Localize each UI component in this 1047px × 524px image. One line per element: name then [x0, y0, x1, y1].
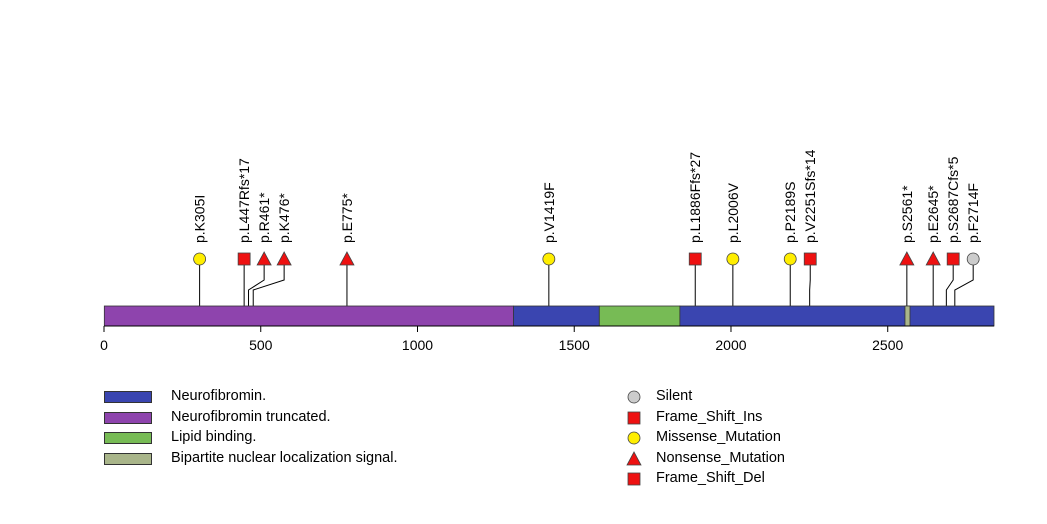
mutation-legend-item: Frame_Shift_Ins: [626, 408, 866, 426]
mutation-legend-item: Nonsense_Mutation: [626, 449, 866, 467]
triangle-symbol: [626, 450, 642, 465]
square-symbol: [627, 411, 641, 424]
marker-0: [193, 252, 207, 266]
marker-7: [726, 252, 740, 266]
mutation-legend-symbol: [627, 390, 641, 404]
mutation-legend-item: Frame_Shift_Del: [626, 470, 866, 487]
stem-13: [954, 259, 974, 306]
domain-1: [513, 305, 600, 327]
marker-4: [339, 251, 355, 266]
marker-12: [946, 252, 960, 266]
mutation-label-12: p.S2687Cfs*5: [945, 156, 961, 243]
marker-10: [899, 251, 915, 266]
mutation-label-10: p.S2561*: [899, 185, 915, 243]
mutation-label-4: p.E775*: [339, 193, 355, 243]
lollipop-plot: 0 500 1000 1500 2000 2500 p.K305I p.L447Rfs*17…: [100, 149, 995, 353]
mutation-label-13: p.F2714F: [965, 183, 981, 243]
mutation-labels: p.K305I p.L447Rfs*17 p.R461* p.K476* p.E775*…: [192, 149, 982, 243]
marker-6: [688, 252, 702, 266]
mutation-stems: [199, 259, 974, 306]
stem-9: [809, 259, 811, 306]
x-tick-label-2500: 2500: [872, 337, 903, 353]
mutation-label-3: p.K476*: [276, 193, 292, 243]
mutation-legend-label: Silent: [656, 388, 693, 404]
square-symbol: [627, 472, 641, 486]
stem-3: [252, 259, 285, 306]
domain-legend-label: Neurofibromin.: [171, 388, 267, 404]
mutation-label-9: p.V2251Sfs*14: [802, 149, 818, 243]
marker-1: [237, 252, 251, 266]
x-tick-label-0: 0: [100, 337, 108, 353]
mutation-legend-symbol: [627, 411, 641, 424]
marker-3: [276, 251, 292, 266]
domain-legend-swatch: [104, 391, 152, 403]
mutation-legend-symbol: [626, 450, 642, 465]
marker-2: [256, 251, 272, 266]
mutation-legend-item: Silent: [626, 388, 866, 405]
mutation-legend-symbol: [627, 431, 641, 445]
domain-legend: Neurofibromin. Neurofibromin truncated. Li…: [104, 388, 524, 479]
x-tick-label-1500: 1500: [559, 337, 590, 353]
mutation-legend-label: Frame_Shift_Del: [656, 470, 765, 486]
mutation-legend-item: Missense_Mutation: [626, 429, 866, 446]
domain-legend-swatch: [104, 411, 152, 424]
mutation-label-8: p.P2189S: [782, 182, 798, 244]
mutation-label-6: p.L1886Ffs*27: [687, 152, 703, 243]
domain-4: [904, 305, 911, 327]
circle-symbol: [627, 431, 641, 445]
stem-2: [248, 259, 265, 306]
domain-legend-swatch: [104, 452, 152, 465]
mutation-label-1: p.L447Rfs*17: [236, 158, 252, 243]
circle-symbol: [627, 390, 641, 404]
x-axis: 0 500 1000 1500 2000 2500: [100, 325, 994, 353]
mutation-legend-symbol: [627, 472, 641, 486]
mutation-label-2: p.R461*: [256, 192, 272, 243]
domain-0: [103, 305, 514, 327]
x-tick-label-1000: 1000: [402, 337, 433, 353]
domain-3: [679, 305, 995, 327]
mutation-markers: [193, 251, 980, 266]
domain-legend-label: Bipartite nuclear localization signal.: [171, 449, 398, 466]
mutation-type-legend: Silent Frame_Shift_Ins Missense_Mutation No…: [626, 388, 886, 499]
x-tick-label-2000: 2000: [715, 337, 746, 353]
x-tick-label-500: 500: [249, 337, 273, 353]
mutation-label-0: p.K305I: [192, 195, 208, 243]
protein-domains: [103, 305, 995, 327]
marker-9: [803, 252, 817, 266]
mutation-label-7: p.L2006V: [725, 182, 741, 243]
marker-5: [542, 252, 556, 266]
mutation-label-11: p.E2645*: [925, 185, 941, 243]
domain-legend-swatch: [104, 432, 152, 444]
mutation-legend-label: Missense_Mutation: [656, 429, 781, 445]
marker-11: [925, 251, 941, 266]
marker-8: [783, 252, 797, 266]
domain-legend-label: Neurofibromin truncated.: [171, 408, 331, 425]
mutation-legend-label: Frame_Shift_Ins: [656, 408, 763, 425]
domain-legend-label: Lipid binding.: [171, 429, 257, 445]
mutation-label-5: p.V1419F: [541, 182, 557, 243]
domain-2: [598, 305, 681, 327]
mutation-legend-label: Nonsense_Mutation: [656, 449, 785, 466]
marker-13: [966, 252, 980, 266]
stem-12: [945, 259, 954, 306]
